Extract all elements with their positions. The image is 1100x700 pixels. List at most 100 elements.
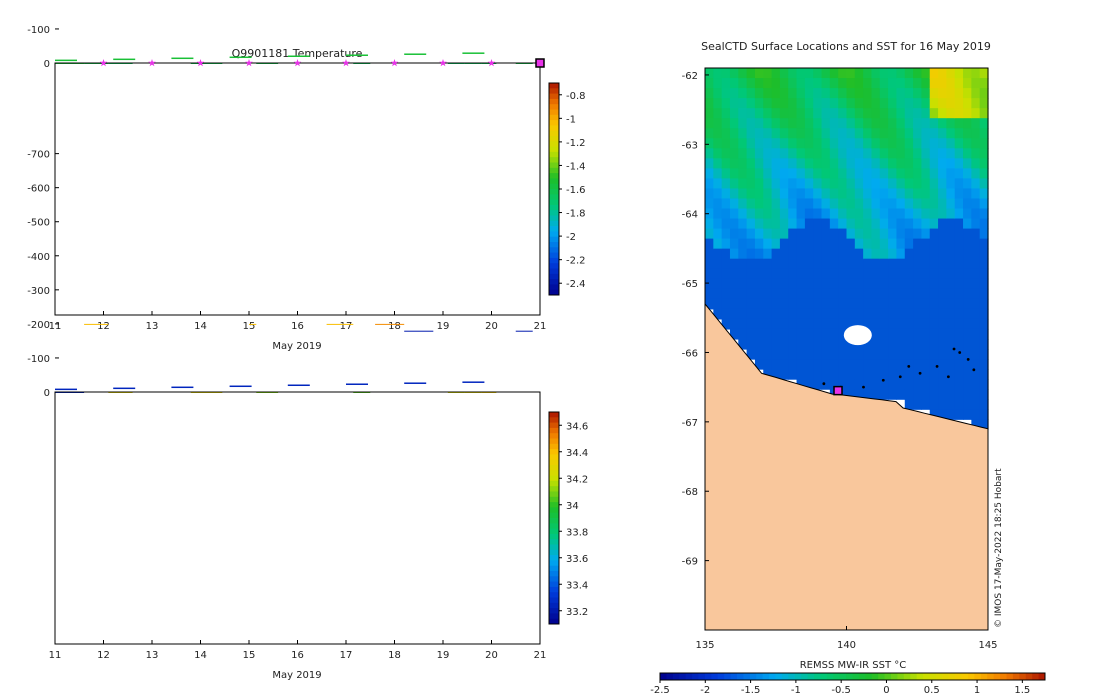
sst-cell (829, 68, 839, 79)
sst-cell (746, 218, 756, 230)
temperature-colorbar: -0.8 -1 -1.2 -1.4 -1.6 -1.8 -2 -2.2 -2.4 (548, 82, 586, 296)
sst-cell (838, 268, 848, 280)
sst-cell (779, 298, 789, 310)
sst-cell (938, 68, 947, 79)
sst-cell (804, 369, 814, 380)
salinity-xlabel: May 2019 (272, 670, 321, 681)
sst-cell (813, 278, 823, 290)
sst-cell (771, 128, 781, 139)
sst-cell (963, 198, 972, 210)
sst-cell (721, 318, 731, 330)
colorbar-segment (549, 273, 559, 280)
sst-cell (946, 228, 956, 240)
colorbar-segment (549, 189, 559, 195)
sst-cell (713, 218, 723, 230)
sst-cell (979, 278, 989, 290)
x-tick-label: 12 (97, 650, 110, 661)
sst-cell (788, 349, 798, 360)
sst-cell (813, 148, 823, 159)
sst-cell (721, 268, 731, 280)
sst-cell (771, 178, 781, 190)
colorbar-tick-label: -1.4 (566, 161, 586, 172)
sst-cell (871, 389, 881, 400)
sst-cell (979, 218, 989, 230)
sst-cell (854, 198, 864, 210)
profile-streak (55, 59, 77, 62)
sst-cell (979, 88, 989, 99)
sst-cell (796, 248, 806, 260)
colorbar-tick-label: 34.2 (566, 474, 588, 485)
sst-cell (746, 198, 756, 210)
sst-cell (729, 108, 739, 119)
sst-cell (921, 369, 931, 380)
sst-colorbar-tick-label: 1 (974, 685, 980, 696)
sst-cell (829, 258, 839, 270)
sst-cell (846, 88, 856, 99)
sst-cell (838, 298, 848, 310)
sst-cell (729, 98, 739, 109)
sst-cell (796, 118, 806, 129)
sst-cell (879, 118, 889, 129)
sst-cell (863, 98, 873, 109)
sst-cell (771, 68, 781, 79)
sst-cell (979, 268, 989, 280)
sst-cell (804, 78, 814, 89)
sst-cell (888, 198, 898, 210)
sst-cell (879, 268, 889, 280)
sst-colorbar-segment (820, 673, 828, 680)
colorbar-segment (549, 242, 559, 248)
sst-cell (946, 138, 956, 149)
sst-cell (913, 168, 923, 179)
sst-cell (721, 148, 731, 159)
sst-cell (904, 399, 914, 410)
sst-cell (829, 188, 839, 200)
sst-cell (771, 308, 781, 320)
sst-cell (821, 349, 831, 360)
y-tick-label: -700 (27, 150, 50, 161)
sst-colorbar-segment (948, 673, 956, 680)
sst-cell (738, 328, 748, 340)
sst-cell (804, 218, 814, 230)
sst-cell (971, 338, 981, 350)
sst-cell (913, 389, 923, 400)
sst-cell (971, 349, 981, 360)
sst-cell (813, 359, 823, 370)
colorbar-segment (549, 465, 559, 471)
sst-cell (954, 359, 964, 370)
sst-colorbar-segment (891, 673, 898, 680)
profile-streak (462, 381, 485, 383)
sst-cell (921, 318, 931, 330)
sst-cell (971, 148, 981, 159)
sst-cell (913, 349, 923, 360)
sst-cell (788, 369, 798, 380)
sst-cell (871, 188, 881, 200)
sst-cell (746, 178, 756, 190)
sst-cell (938, 168, 947, 179)
sst-cell (971, 178, 981, 190)
sst-cell (713, 168, 723, 179)
sst-cell (963, 248, 972, 260)
sst-cell (763, 369, 773, 380)
sst-map-panel: SealCTD Surface Locations and SST for 16… (650, 40, 1046, 696)
sst-cell (796, 318, 806, 330)
sst-cell (904, 268, 914, 280)
sst-cell (871, 98, 881, 109)
sst-cell (921, 359, 931, 370)
sst-cell (963, 138, 972, 149)
sst-cell (979, 389, 989, 400)
colorbar-segment (549, 252, 559, 259)
sst-cell (763, 138, 773, 149)
sst-cell (796, 158, 806, 169)
sst-cell (746, 88, 756, 99)
sst-cell (729, 128, 739, 139)
sst-cell (846, 178, 856, 190)
sst-cell (854, 379, 864, 390)
colorbar-segment (549, 597, 559, 604)
sst-cell (813, 328, 823, 340)
colorbar-segment (549, 93, 559, 100)
sst-cell (705, 168, 714, 179)
current-location-marker (833, 385, 843, 396)
sst-cell (838, 168, 848, 179)
sst-cell (879, 148, 889, 159)
sst-cell (971, 399, 981, 410)
